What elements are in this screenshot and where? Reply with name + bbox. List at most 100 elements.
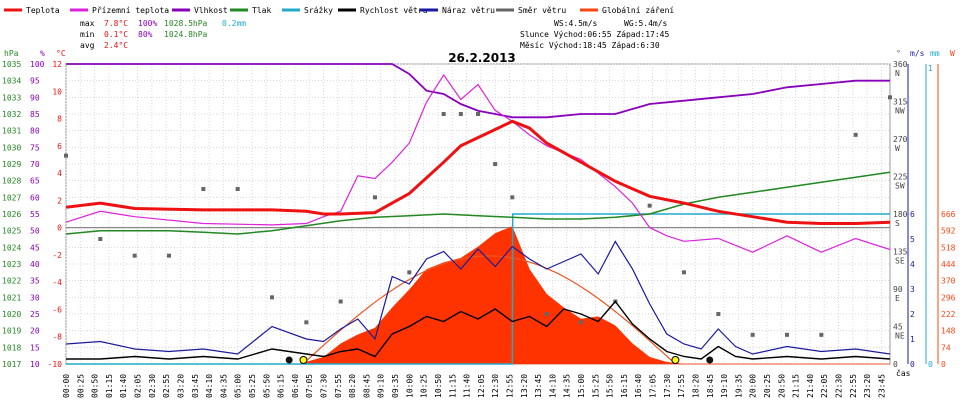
x-tick-label: 12:05 xyxy=(477,374,486,398)
dir-tick-compass: E xyxy=(895,294,900,303)
mm-unit: mm xyxy=(930,49,940,58)
w-tick-label: 0 xyxy=(941,360,946,369)
x-tick-label: 10:50 xyxy=(434,374,443,398)
stats-block: max 7.8°C 100% 1028.5hPa 0.2mm min 0.1°C… xyxy=(80,19,246,50)
x-tick-label: 20:00 xyxy=(749,374,758,398)
x-tick-label: 13:45 xyxy=(534,374,543,398)
wind-direction-point xyxy=(373,195,377,200)
hpa-tick-label: 1034 xyxy=(2,77,21,86)
x-tick-label: 00:50 xyxy=(91,374,100,398)
pct-tick-label: 10 xyxy=(30,360,40,369)
dir-tick-compass: NW xyxy=(895,107,905,116)
series-rain xyxy=(66,213,890,365)
x-tick-label: 02:05 xyxy=(134,374,143,398)
series-pressure xyxy=(65,171,891,235)
x-tick-label: 16:40 xyxy=(634,374,643,398)
x-tick-label: 15:25 xyxy=(591,374,600,398)
x-tick-label: 07:05 xyxy=(305,374,314,398)
c-tick-label: -8 xyxy=(52,333,62,342)
x-tick-label: 09:35 xyxy=(391,374,400,398)
pct-tick-label: 100 xyxy=(30,60,45,69)
x-tick-label: 04:10 xyxy=(205,374,214,398)
wind-direction-point xyxy=(647,203,652,208)
wind-direction-point xyxy=(750,332,755,337)
legend-label: Tlak xyxy=(252,6,271,15)
moon-info: Měsíc Východ:18:45 Západ:6:30 xyxy=(520,41,660,50)
c-tick-label: -4 xyxy=(52,278,62,287)
hpa-tick-label: 1018 xyxy=(2,343,21,352)
w-tick-label: 148 xyxy=(941,327,956,336)
wind-speed-info: WS:4.5m/s xyxy=(554,19,598,28)
x-tick-label: 21:15 xyxy=(792,374,801,398)
wind-direction-point xyxy=(98,237,103,241)
dir-tick-label: 135 xyxy=(893,248,908,257)
pct-tick-label: 40 xyxy=(30,260,40,269)
astro-info: WS:4.5m/s WG:5.4m/s Slunce Východ:06:55 … xyxy=(520,19,669,50)
wind-direction-point xyxy=(819,332,824,337)
ms-tick-label: 6 xyxy=(910,210,915,219)
wind-direction-point xyxy=(853,132,858,137)
min-pressure: 1024.8hPa xyxy=(164,30,208,39)
max-rain: 0.2mm xyxy=(222,19,246,28)
hpa-tick-label: 1024 xyxy=(2,243,21,252)
c-tick-label: 10 xyxy=(52,87,62,96)
x-tick-label: 16:15 xyxy=(620,374,629,398)
x-tick-label: 08:20 xyxy=(348,374,357,398)
x-tick-label: 01:40 xyxy=(119,374,128,398)
wind-direction-point xyxy=(441,112,446,116)
x-tick-label: 12:30 xyxy=(491,374,500,398)
pct-tick-label: 90 xyxy=(30,93,40,102)
x-tick-label: 20:25 xyxy=(763,374,772,398)
sun-info: Slunce Východ:06:55 Západ:17:45 xyxy=(520,30,669,39)
x-tick-label: 00:00 xyxy=(62,374,71,398)
pct-tick-label: 15 xyxy=(30,343,40,352)
hpa-unit: hPa xyxy=(4,49,19,58)
w-tick-label: 74 xyxy=(941,343,951,352)
x-tick-label: 08:45 xyxy=(362,374,371,398)
mm-tick-label: 0 xyxy=(928,360,933,369)
wind-direction-point xyxy=(132,253,137,258)
ms-tick-label: 1 xyxy=(910,335,915,344)
x-tick-label: 10:00 xyxy=(405,374,414,398)
w-tick-label: 296 xyxy=(941,293,956,302)
plot-area xyxy=(64,63,892,365)
wind-direction-point xyxy=(716,312,721,316)
x-tick-label: 07:55 xyxy=(334,374,343,398)
w-tick-label: 518 xyxy=(941,243,956,252)
wind-direction-point xyxy=(235,187,240,191)
dir-tick-label: 270 xyxy=(893,135,908,144)
legend-label: Teplota xyxy=(26,6,60,15)
c-tick-label: 2 xyxy=(57,196,62,205)
wind-direction-point xyxy=(270,295,274,300)
ms-tick-label: 5 xyxy=(910,235,915,244)
x-tick-label: 06:15 xyxy=(277,374,286,398)
max-humidity: 100% xyxy=(138,19,157,28)
x-tick-label: 14:10 xyxy=(548,374,557,398)
c-tick-label: 8 xyxy=(57,115,62,124)
hpa-tick-label: 1019 xyxy=(2,327,21,336)
pct-tick-label: 45 xyxy=(30,243,40,252)
moonrise-marker xyxy=(706,356,714,364)
c-tick-label: 6 xyxy=(57,142,62,151)
x-tick-label: 18:45 xyxy=(706,374,715,398)
dir-tick-label: 225 xyxy=(893,173,908,182)
x-tick-label: 11:40 xyxy=(463,374,472,398)
dir-tick-label: 45 xyxy=(893,323,903,332)
hpa-tick-label: 1027 xyxy=(2,193,21,202)
w-tick-label: 222 xyxy=(941,310,956,319)
pct-tick-label: 20 xyxy=(30,327,40,336)
hpa-tick-label: 1032 xyxy=(2,110,21,119)
x-tick-label: 09:10 xyxy=(377,374,386,398)
hpa-tick-label: 1026 xyxy=(2,210,21,219)
wind-direction-point xyxy=(476,112,480,116)
hpa-tick-label: 1020 xyxy=(2,310,21,319)
x-tick-label: 02:30 xyxy=(148,374,157,398)
c-tick-label: -6 xyxy=(52,305,62,314)
x-tick-label: 11:15 xyxy=(448,374,457,398)
x-tick-label: 21:40 xyxy=(806,374,815,398)
wind-direction-point xyxy=(510,195,515,200)
pct-tick-label: 25 xyxy=(30,310,40,319)
pct-tick-label: 95 xyxy=(30,77,40,86)
x-tick-label: 06:40 xyxy=(291,374,300,398)
hpa-tick-label: 1021 xyxy=(2,293,21,302)
